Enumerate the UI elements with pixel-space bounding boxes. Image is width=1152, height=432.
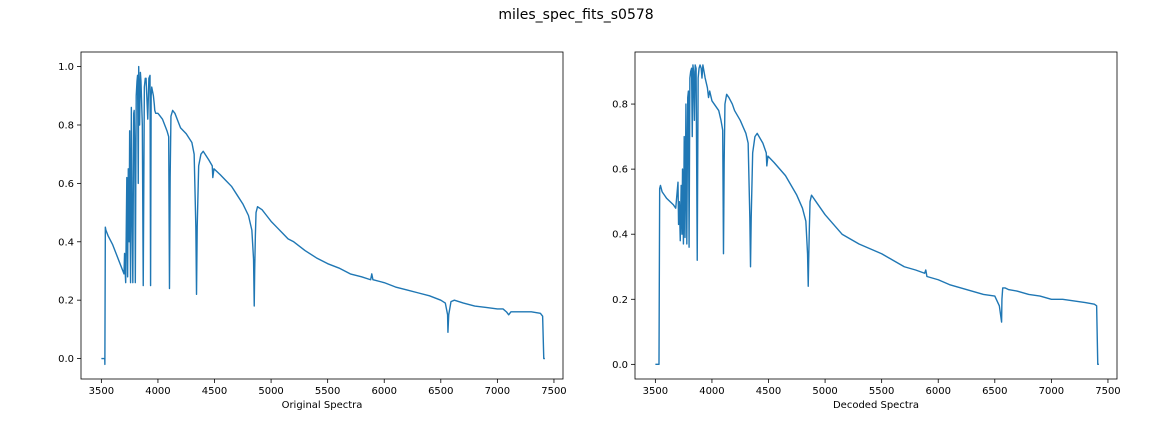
y-tick-label: 0.2 [612,295,628,306]
x-tick-label: 5500 [315,386,340,397]
x-tick-label: 3500 [89,386,114,397]
spectrum-line-0-0 [101,65,545,366]
x-tick-label: 5000 [812,386,837,397]
spectrum-line-1-0 [655,64,1099,366]
x-tick-label: 4000 [145,386,170,397]
y-tick-label: 0.8 [612,100,628,111]
x-tick-label: 4500 [756,386,781,397]
x-tick-label: 7500 [541,386,566,397]
left-chart-panel: 3500 4000 4500 5000 5500 6000 6500 7000 7500 0.0 0… [58,51,567,411]
x-tick-label: 6000 [372,386,397,397]
y-tick-label: 0.4 [612,230,628,241]
x-tick-label: 4500 [202,386,227,397]
y-tick-label: 0.0 [612,360,628,371]
x-tick-label: 7000 [485,386,510,397]
x-axis-label: Original Spectra [282,400,363,411]
y-tick-label: 0.4 [58,237,74,248]
x-tick-label: 4000 [699,386,724,397]
y-tick-label: 0.0 [58,354,74,365]
x-tick-label: 5500 [869,386,894,397]
x-tick-label: 6500 [428,386,453,397]
y-tick-label: 0.8 [58,120,74,131]
y-tick-label: 0.6 [58,179,74,190]
y-tick-label: 1.0 [58,62,74,73]
figure-title: miles_spec_fits_s0578 [498,7,654,23]
x-tick-label: 6000 [926,386,951,397]
y-tick-label: 0.2 [58,296,74,307]
x-tick-label: 5000 [258,386,283,397]
axes-frame [80,51,564,380]
x-axis-label: Decoded Spectra [833,400,919,411]
y-tick-label: 0.6 [612,165,628,176]
x-tick-label: 7500 [1095,386,1120,397]
x-tick-label: 3500 [643,386,668,397]
right-chart-panel: 3500 4000 4500 5000 5500 6000 6500 7000 7500 0.0 0… [612,51,1121,411]
x-tick-label: 6500 [982,386,1007,397]
x-tick-label: 7000 [1039,386,1064,397]
axes-frame [634,51,1118,380]
